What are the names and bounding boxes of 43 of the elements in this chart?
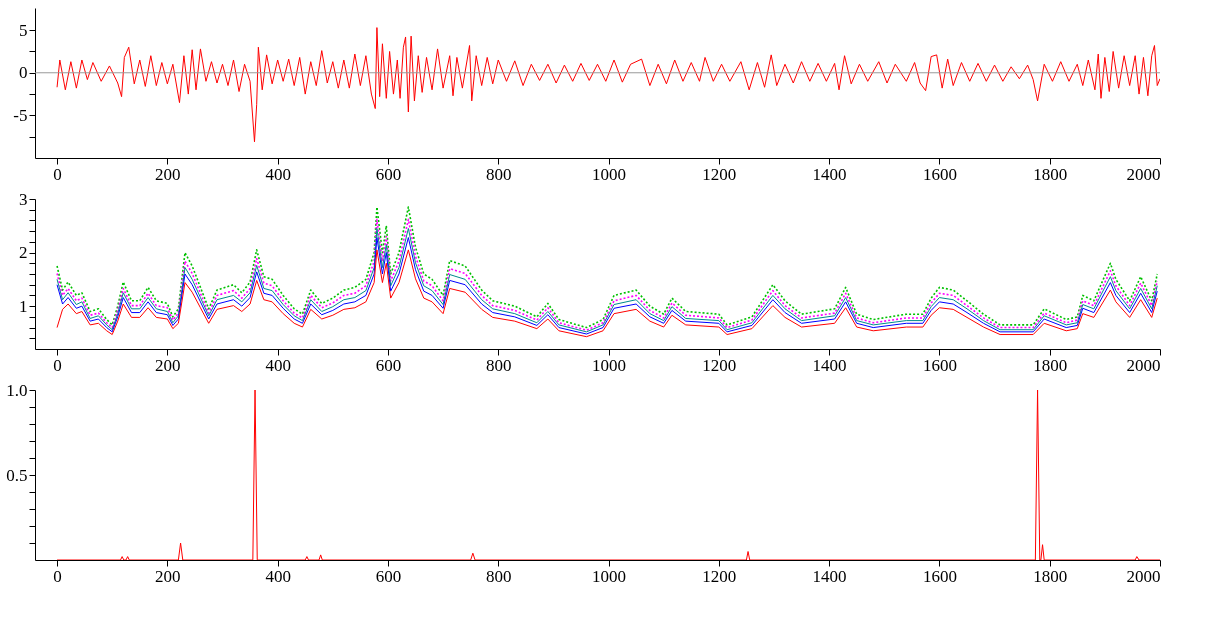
y-tick-label: 1 (19, 296, 28, 316)
x-tick-label: 200 (155, 355, 181, 375)
x-tick-label: 200 (155, 164, 181, 184)
x-tick-label: 1200 (702, 355, 737, 375)
x-tick-label: 1800 (1033, 164, 1068, 184)
x-tick-label: 1000 (592, 566, 627, 586)
x-tick-label: 800 (485, 164, 512, 184)
line-series (56, 390, 1160, 560)
y-tick-label: 0 (19, 63, 28, 83)
x-tick-label: 1800 (1033, 355, 1068, 375)
x-tick-label: 0 (53, 164, 62, 184)
x-tick-label: 1200 (702, 164, 737, 184)
y-tick-label: 2 (19, 243, 28, 263)
x-tick-label: 2000 (1126, 566, 1161, 586)
x-tick-label: 400 (265, 355, 291, 375)
x-tick-label: 1000 (592, 355, 627, 375)
y-tick-label: 3 (19, 189, 28, 209)
x-tick-label: 1200 (702, 566, 737, 586)
line-series (56, 27, 1160, 143)
y-tick-label: -5 (13, 105, 28, 125)
x-tick-label: 1600 (922, 164, 957, 184)
y-tick-label: 0.5 (6, 465, 28, 485)
x-tick-label: 600 (375, 164, 402, 184)
x-tick-label: 400 (265, 164, 291, 184)
x-tick-label: 800 (485, 566, 512, 586)
x-tick-label: 1400 (812, 164, 847, 184)
x-tick-label: 1600 (922, 566, 957, 586)
y-tick-label: 5 (19, 20, 28, 40)
x-tick-label: 2000 (1126, 355, 1161, 375)
x-tick-label: 400 (265, 566, 291, 586)
x-tick-label: 2000 (1126, 164, 1161, 184)
x-tick-label: 600 (375, 355, 402, 375)
x-tick-label: 1400 (812, 566, 847, 586)
x-tick-label: 1000 (592, 164, 627, 184)
x-tick-label: 200 (155, 566, 181, 586)
x-tick-label: 0 (53, 566, 62, 586)
x-tick-label: 0 (53, 355, 62, 375)
x-tick-label: 600 (375, 566, 402, 586)
y-tick-label: 1.0 (6, 380, 28, 400)
x-tick-label: 800 (485, 355, 512, 375)
x-tick-label: 1400 (812, 355, 847, 375)
x-tick-label: 1800 (1033, 566, 1068, 586)
x-tick-label: 1600 (922, 355, 957, 375)
